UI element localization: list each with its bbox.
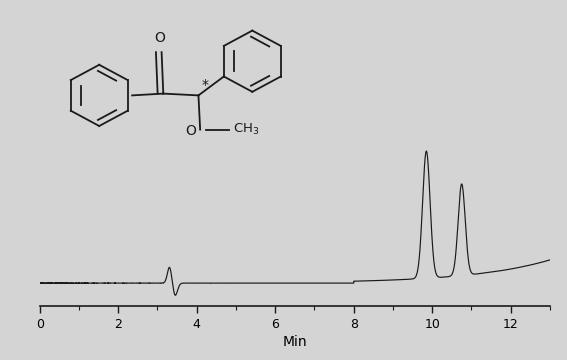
Text: O: O	[185, 125, 197, 138]
Text: O: O	[154, 31, 166, 45]
X-axis label: Min: Min	[282, 335, 307, 349]
Text: CH$_3$: CH$_3$	[233, 122, 260, 137]
Text: *: *	[202, 78, 209, 92]
